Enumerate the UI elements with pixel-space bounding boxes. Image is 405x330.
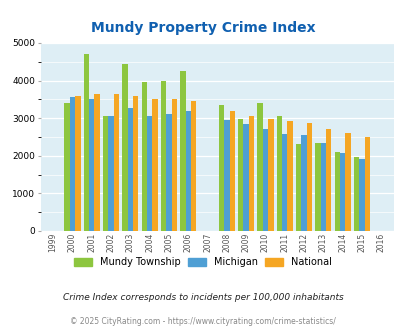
Bar xyxy=(190,101,196,231)
Bar xyxy=(287,121,292,231)
Bar xyxy=(248,116,254,231)
Bar xyxy=(295,145,301,231)
Bar xyxy=(147,116,152,231)
Bar xyxy=(325,129,330,231)
Bar xyxy=(127,108,133,231)
Legend: Mundy Township, Michigan, National: Mundy Township, Michigan, National xyxy=(74,257,331,267)
Bar xyxy=(103,116,108,231)
Bar xyxy=(218,105,224,231)
Text: © 2025 CityRating.com - https://www.cityrating.com/crime-statistics/: © 2025 CityRating.com - https://www.city… xyxy=(70,317,335,326)
Bar xyxy=(334,152,339,231)
Bar xyxy=(301,135,306,231)
Bar xyxy=(171,99,177,231)
Bar xyxy=(345,133,350,231)
Bar xyxy=(358,159,364,231)
Text: Mundy Property Crime Index: Mundy Property Crime Index xyxy=(90,21,315,35)
Bar xyxy=(185,111,190,231)
Bar xyxy=(141,82,147,231)
Bar xyxy=(306,123,311,231)
Bar xyxy=(268,119,273,231)
Bar xyxy=(70,97,75,231)
Text: Crime Index corresponds to incidents per 100,000 inhabitants: Crime Index corresponds to incidents per… xyxy=(62,292,343,302)
Bar xyxy=(339,153,345,231)
Bar xyxy=(166,115,171,231)
Bar xyxy=(64,103,70,231)
Bar xyxy=(133,96,138,231)
Bar xyxy=(262,129,268,231)
Bar xyxy=(243,124,248,231)
Bar xyxy=(229,111,234,231)
Bar xyxy=(281,134,287,231)
Bar xyxy=(257,103,262,231)
Bar xyxy=(315,143,320,231)
Bar xyxy=(180,71,185,231)
Bar xyxy=(83,54,89,231)
Bar xyxy=(122,64,127,231)
Bar xyxy=(320,143,325,231)
Bar xyxy=(364,137,369,231)
Bar xyxy=(113,94,119,231)
Bar xyxy=(75,96,80,231)
Bar xyxy=(160,81,166,231)
Bar xyxy=(353,156,358,231)
Bar xyxy=(276,116,281,231)
Bar xyxy=(89,99,94,231)
Bar xyxy=(152,99,158,231)
Bar xyxy=(237,119,243,231)
Bar xyxy=(224,120,229,231)
Bar xyxy=(108,116,113,231)
Bar xyxy=(94,94,100,231)
